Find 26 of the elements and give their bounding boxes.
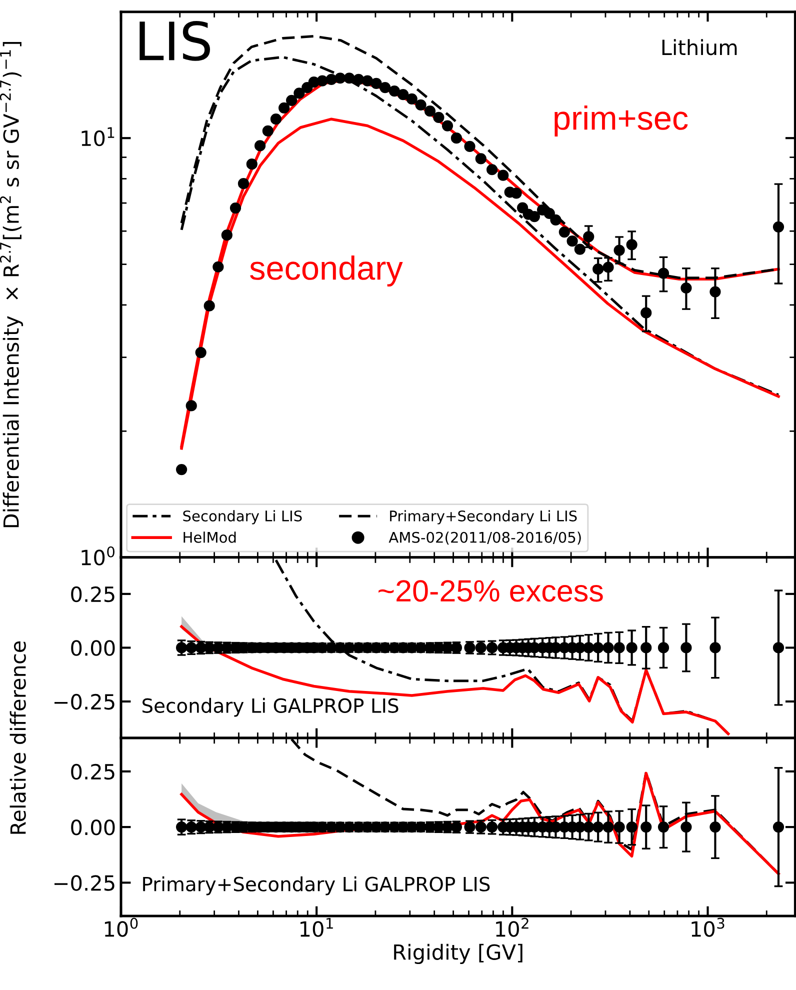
annotation: LIS <box>140 20 210 61</box>
annotation: prim+sec <box>554 105 688 137</box>
annotation: secondary <box>250 255 403 287</box>
y-tick-label: 0.00 <box>71 820 115 836</box>
legend-label: AMS-02(2011/08-2016/05) <box>388 532 581 545</box>
x-tick-label: 10$^{3}$ <box>692 918 724 937</box>
annotation: Lithium <box>662 39 737 56</box>
y-tick-label: 0.00 <box>71 640 115 656</box>
y-tick-label: 0.25 <box>71 586 114 602</box>
legend-label: Primary+Secondary Li LIS <box>390 510 577 524</box>
y-tick-label: −0.25 <box>54 875 114 891</box>
legend-label: Secondary Li LIS <box>183 510 302 524</box>
legend-label: HelMod <box>184 532 236 543</box>
x-tick-label: 10$^{2}$ <box>496 918 528 937</box>
annotation: Secondary Li GALPROP LIS <box>142 698 398 717</box>
y-axis-title: Relative difference <box>10 641 26 834</box>
y-tick-label: 0.25 <box>71 764 114 780</box>
y-tick-label: −0.25 <box>54 694 114 710</box>
x-tick-label: 10$^{0}$ <box>104 918 138 937</box>
y-tick-label: 10$^{0}$ <box>82 546 114 566</box>
text: Differential Intensity × R$^{2.7}$[(m$^{2}$ s sr GV$^{−2.7}$)$^{−1}$] <box>0 42 24 528</box>
x-axis-title: Rigidity [GV] <box>394 944 522 964</box>
annotation: Primary+Secondary Li GALPROP LIS <box>143 876 490 896</box>
y-tick-label: 10$^{1}$ <box>82 127 114 146</box>
annotation: ~20-25% excess <box>378 580 603 602</box>
x-tick-label: 10$^{1}$ <box>300 918 333 937</box>
